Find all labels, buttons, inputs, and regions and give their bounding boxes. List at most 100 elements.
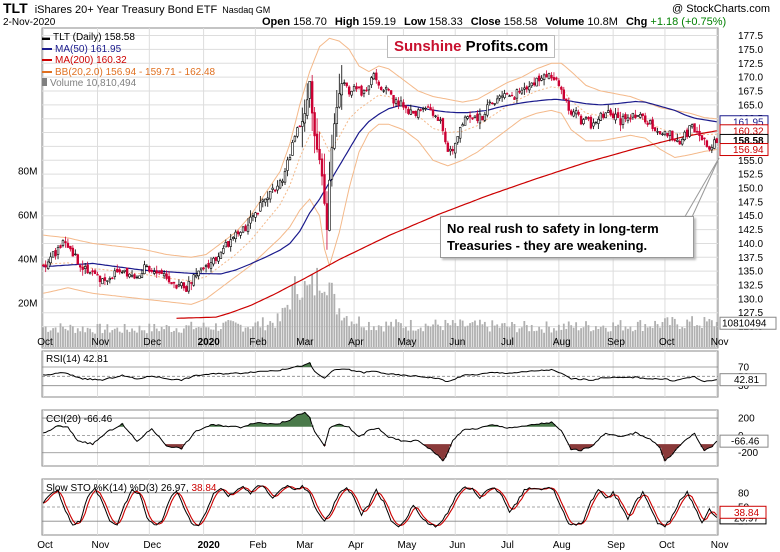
volume-bar — [496, 324, 499, 347]
rsi-panel-frame — [41, 350, 719, 398]
volume-bar — [624, 326, 627, 347]
cci-title: CCI(20) -66.46 — [46, 414, 113, 425]
volume-bar — [367, 321, 370, 347]
volume-bar — [180, 332, 183, 347]
volume-bar — [469, 323, 471, 347]
candle-up — [234, 231, 237, 240]
volume-bar — [363, 327, 365, 347]
candle-up — [648, 120, 652, 125]
volume-bar — [296, 294, 299, 347]
candle-down — [666, 132, 669, 137]
exchange-label: Nasdaq GM — [222, 5, 271, 15]
candle-up — [639, 113, 642, 118]
candle-up — [113, 270, 116, 277]
volume-bar — [506, 326, 508, 347]
stat-label-high: High — [334, 16, 363, 28]
candle-up — [523, 87, 526, 90]
volume-bar — [67, 330, 69, 347]
volume-bar — [567, 321, 570, 347]
candle-up — [212, 257, 215, 265]
candle-up — [421, 108, 425, 110]
x-tick-label-bottom: Feb — [249, 540, 267, 551]
volume-bar — [259, 327, 262, 347]
candle-up — [135, 276, 139, 279]
x-tick-label-price: Sep — [607, 337, 625, 348]
x-tick-label-price: Aug — [553, 337, 571, 348]
candle-up — [367, 85, 371, 91]
volume-bar — [99, 323, 101, 347]
candle-up — [599, 112, 603, 121]
volume-bar — [111, 330, 114, 347]
volume-bar — [321, 292, 323, 347]
x-tick-label-price: Jul — [501, 337, 514, 348]
volume-bar — [397, 322, 400, 347]
candle-up — [370, 77, 373, 86]
x-tick-label-bottom: Jul — [501, 540, 514, 551]
candle-down — [355, 86, 358, 90]
volume-bar — [703, 317, 706, 347]
volume-bar — [461, 320, 464, 347]
candle-up — [219, 251, 223, 259]
volume-bar — [530, 324, 533, 347]
candle-up — [572, 111, 575, 117]
candle-down — [98, 275, 102, 283]
volume-bar — [580, 328, 582, 347]
sto-tag-label: 26.97 — [734, 513, 759, 524]
price-tick-label: 175.0 — [738, 45, 763, 56]
volume-bar — [81, 326, 84, 347]
volume-bar — [301, 297, 304, 347]
volume-bar — [200, 327, 203, 347]
volume-bar — [691, 316, 693, 347]
candle-down — [44, 264, 47, 268]
volume-bar — [683, 328, 686, 347]
volume-bar — [543, 332, 545, 347]
candle-up — [409, 109, 413, 115]
volume-bar — [217, 330, 220, 347]
candle-up — [49, 256, 52, 264]
candle-down — [185, 286, 188, 292]
volume-bar — [153, 323, 156, 347]
candle-down — [550, 74, 553, 79]
price-tick-label: 150.0 — [738, 184, 763, 195]
sto-title-d-value: 38.84 — [191, 483, 216, 494]
candle-down — [708, 146, 711, 150]
candle-up — [508, 95, 511, 97]
candle-down — [695, 130, 699, 133]
candle-down — [562, 89, 566, 100]
candle-up — [449, 148, 452, 152]
candle-up — [138, 275, 141, 279]
volume-bar — [508, 327, 511, 347]
legend-marker — [42, 47, 52, 50]
candle-up — [204, 264, 208, 268]
candle-up — [473, 115, 477, 118]
volume-bar — [343, 317, 346, 347]
candle-down — [624, 114, 627, 120]
price-tick-label: 172.5 — [738, 59, 763, 70]
x-tick-label-bottom: Mar — [296, 540, 314, 551]
volume-bar — [170, 331, 173, 347]
price-tick-label: 127.5 — [738, 308, 763, 319]
stat-value-open: 158.70 — [293, 16, 327, 28]
candle-down — [170, 282, 173, 285]
volume-bar — [289, 309, 291, 347]
volume-bar — [676, 324, 679, 347]
volume-bar — [585, 321, 587, 347]
ma50-line — [43, 98, 717, 275]
candle-up — [515, 89, 519, 99]
price-tag: 156.94 — [719, 143, 769, 157]
volume-bar — [609, 331, 612, 347]
volume-bar — [84, 332, 87, 347]
volume-bar — [422, 331, 425, 347]
volume-bar — [713, 326, 716, 347]
volume-bar — [106, 324, 109, 347]
candle-down — [685, 129, 689, 138]
volume-bar — [104, 329, 106, 347]
volume-bar — [577, 330, 580, 347]
volume-bar — [550, 332, 553, 347]
candle-down — [560, 86, 563, 90]
rsi-tag-box — [719, 373, 767, 387]
candle-down — [320, 158, 324, 177]
price-legend: ▬ TLT (Daily) 158.58 MA(50) 161.95 MA(200) … — [42, 32, 215, 90]
candle-up — [296, 127, 299, 137]
